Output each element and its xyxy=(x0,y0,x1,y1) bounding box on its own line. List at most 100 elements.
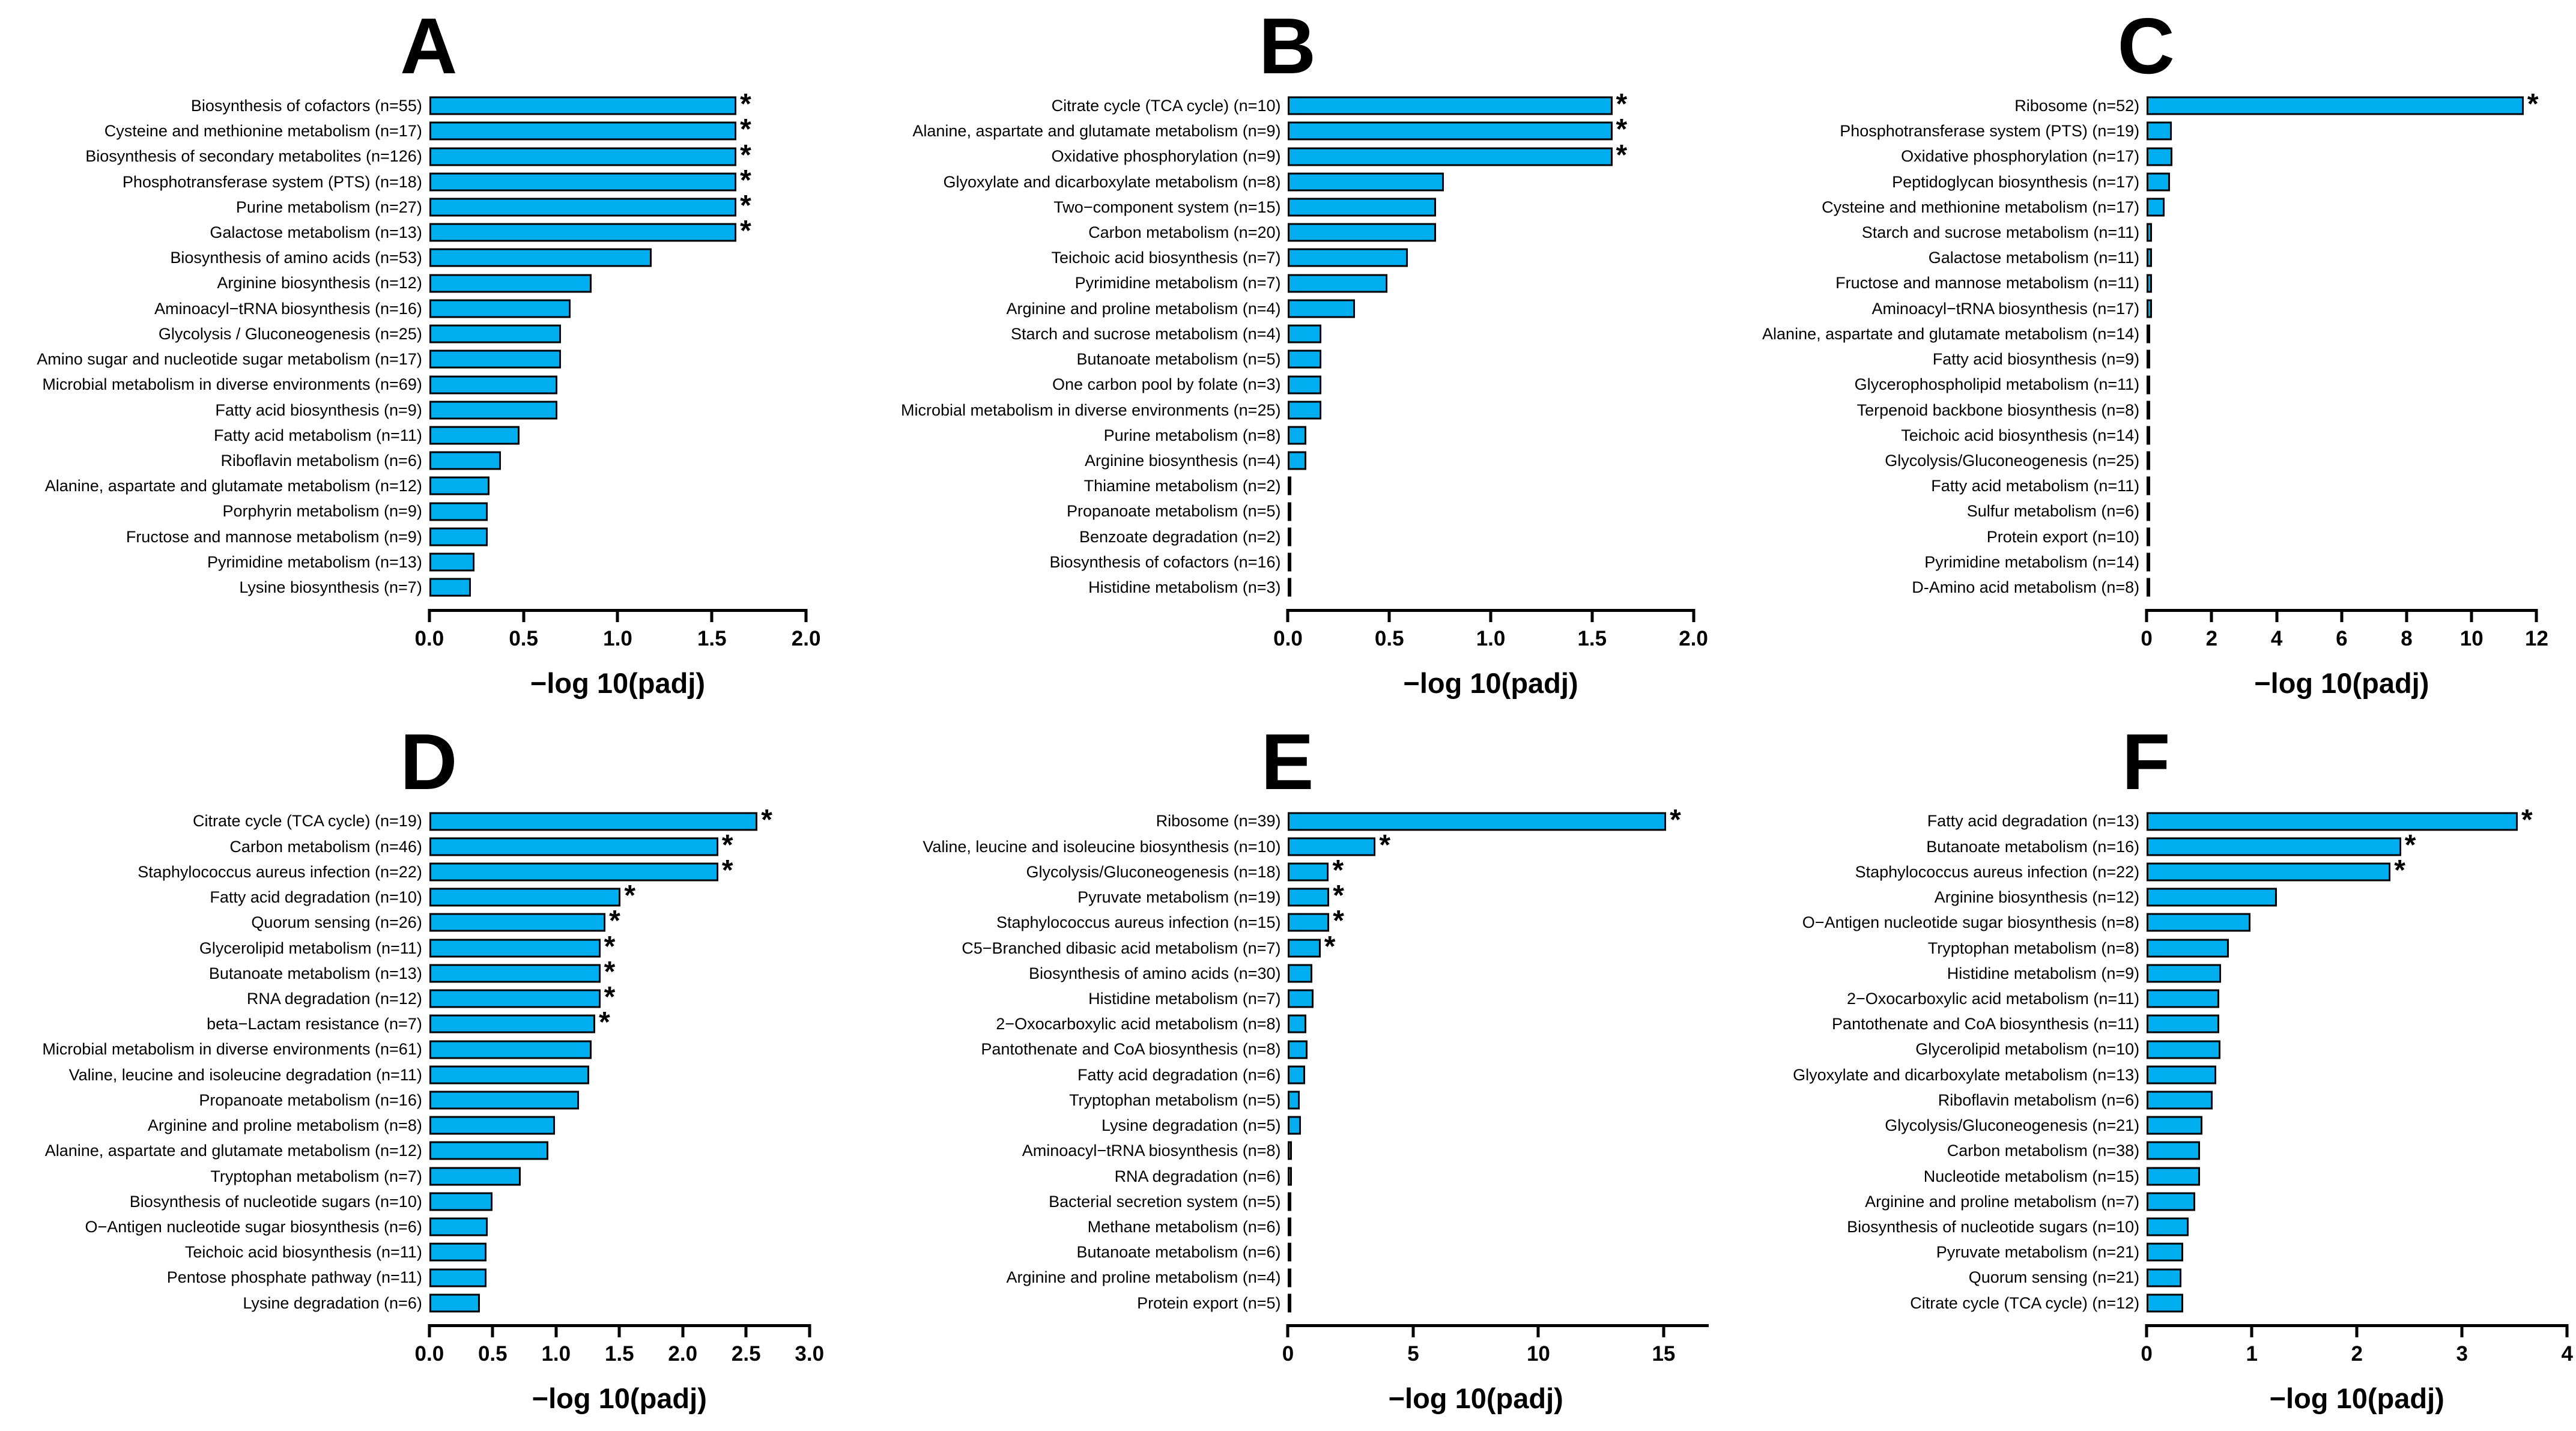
bar xyxy=(1288,121,1613,141)
bar-track xyxy=(1288,398,1714,423)
bar-track xyxy=(2147,885,2572,910)
category-label: Citrate cycle (TCA cycle) (n=19) xyxy=(192,812,422,830)
bar-row: Aminoacyl−tRNA biosynthesis (n=16) xyxy=(4,296,855,321)
bar xyxy=(429,1040,592,1059)
axis-tick xyxy=(1387,608,1391,622)
bar-row: Quorum sensing (n=21) xyxy=(1721,1265,2572,1290)
bar-row: Alanine, aspartate and glutamate metabol… xyxy=(862,115,1714,144)
bar-row: Lysine degradation (n=5) xyxy=(862,1113,1714,1138)
bar-track xyxy=(1288,321,1714,346)
category-label: Lysine degradation (n=5) xyxy=(1102,1116,1281,1135)
bar-row: One carbon pool by folate (n=3) xyxy=(862,372,1714,397)
bar-rows: Ribosome (n=52) * Phosphotransferase syste… xyxy=(1721,89,2572,609)
bar-track: * xyxy=(429,141,855,169)
category-label: Teichoic acid biosynthesis (n=7) xyxy=(1051,249,1281,267)
bar-track: * xyxy=(1288,882,1714,910)
bar-track xyxy=(1288,1088,1714,1113)
axis-tick-label: 1.5 xyxy=(604,1342,634,1366)
bar-row: Glycolysis / Gluconeogenesis (n=25) xyxy=(4,321,855,346)
bar xyxy=(1288,96,1613,115)
axis-spacer xyxy=(862,609,1288,710)
bar-row: Galactose metabolism (n=11) xyxy=(1721,245,2572,270)
bar xyxy=(2147,223,2152,242)
category-label: Glyoxylate and dicarboxylate metabolism … xyxy=(943,172,1281,191)
bar xyxy=(2147,1268,2181,1287)
bar-row: Glycolysis/Gluconeogenesis (n=25) xyxy=(1721,448,2572,473)
axis-track: −log 10(padj) 0 2 4 6 8 10 12 xyxy=(2141,608,2572,710)
bar-track xyxy=(1288,1113,1714,1138)
bar xyxy=(1288,1268,1292,1287)
category-label: Cysteine and methionine metabolism (n=17… xyxy=(104,122,422,141)
bar-track xyxy=(2147,1011,2572,1036)
axis-tick xyxy=(617,1324,621,1337)
bar xyxy=(1288,527,1292,546)
axis-tick xyxy=(428,1324,431,1337)
axis-tick xyxy=(681,1324,685,1337)
bar-row: Biosynthesis of cofactors (n=55) * xyxy=(4,90,855,119)
bar-row: Ribosome (n=52) * xyxy=(1721,90,2572,119)
axis-line xyxy=(1288,1324,1709,1327)
category-label: Microbial metabolism in diverse environm… xyxy=(42,375,422,394)
bar-row: Microbial metabolism in diverse environm… xyxy=(862,398,1714,423)
axis-tick xyxy=(2145,1324,2148,1337)
bar-track xyxy=(429,321,855,346)
bar xyxy=(429,375,558,395)
bar-row: Biosynthesis of nucleotide sugars (n=10) xyxy=(1721,1214,2572,1239)
bar xyxy=(429,451,501,470)
category-label: Glycolysis/Gluconeogenesis (n=18) xyxy=(1026,862,1281,881)
bar-row: Fatty acid degradation (n=10) * xyxy=(4,882,855,910)
axis-tick xyxy=(1662,1324,1665,1337)
bar-row: Starch and sucrose metabolism (n=11) xyxy=(1721,220,2572,245)
category-label: Phosphotransferase system (PTS) (n=19) xyxy=(1840,122,2140,141)
bar-row: Fatty acid degradation (n=6) xyxy=(862,1062,1714,1088)
axis-title: −log 10(padj) xyxy=(530,667,706,699)
axis-tick xyxy=(2145,608,2148,622)
bar-row: Pantothenate and CoA biosynthesis (n=11) xyxy=(1721,1011,2572,1036)
bar-track xyxy=(2147,1239,2572,1265)
bar-row: Citrate cycle (TCA cycle) (n=10) * xyxy=(862,90,1714,119)
bar-track xyxy=(2147,549,2572,575)
significance-star: * xyxy=(2394,855,2405,887)
bar-track xyxy=(1288,1062,1714,1088)
bar-track xyxy=(429,296,855,321)
bar xyxy=(429,812,758,831)
bar-track: * xyxy=(429,856,855,885)
bar-rows: Fatty acid degradation (n=13) * Butanoate … xyxy=(1721,805,2572,1325)
axis-tick-label: 5 xyxy=(1407,1342,1419,1366)
bar xyxy=(2147,299,2153,318)
bar-row: Pyruvate metabolism (n=21) xyxy=(1721,1239,2572,1265)
bar xyxy=(429,172,737,192)
category-label: Starch and sucrose metabolism (n=11) xyxy=(1861,223,2140,242)
bar-track xyxy=(1288,575,1714,600)
bar-row: Fructose and mannose metabolism (n=9) xyxy=(4,524,855,549)
bar-track xyxy=(2147,1265,2572,1290)
bar-track: * xyxy=(429,166,855,195)
bar-track xyxy=(429,1164,855,1189)
category-label: Biosynthesis of nucleotide sugars (n=10) xyxy=(1847,1217,2140,1236)
bar-row: Protein export (n=10) xyxy=(1721,524,2572,549)
axis-tick xyxy=(1692,608,1696,622)
bar-row: Ribosome (n=39) * xyxy=(862,805,1714,834)
bar-track: * xyxy=(1288,90,1714,119)
bar-row: Peptidoglycan biosynthesis (n=17) xyxy=(1721,169,2572,195)
axis-track: −log 10(padj) 0.0 0.5 1.0 1.5 2.0 xyxy=(415,608,855,710)
category-label: Arginine biosynthesis (n=12) xyxy=(217,274,422,292)
bar-row: Terpenoid backbone biosynthesis (n=8) xyxy=(1721,398,2572,423)
bar xyxy=(2147,451,2151,470)
category-label: Carbon metabolism (n=20) xyxy=(1088,223,1281,242)
category-label: Protein export (n=10) xyxy=(1986,527,2140,546)
bar-track xyxy=(1288,549,1714,575)
bar-track xyxy=(429,398,855,423)
bar xyxy=(2147,198,2165,217)
bar-track xyxy=(429,1036,855,1062)
bar xyxy=(429,837,718,856)
bar-track xyxy=(2147,118,2572,144)
axis-tick-label: 2 xyxy=(2205,626,2218,650)
bar-row: Histidine metabolism (n=7) xyxy=(862,986,1714,1011)
bar xyxy=(2147,96,2524,115)
bar-track xyxy=(2147,499,2572,524)
bar xyxy=(429,1192,493,1211)
significance-star: * xyxy=(740,215,751,247)
axis-tick-label: 0.5 xyxy=(1374,626,1404,650)
